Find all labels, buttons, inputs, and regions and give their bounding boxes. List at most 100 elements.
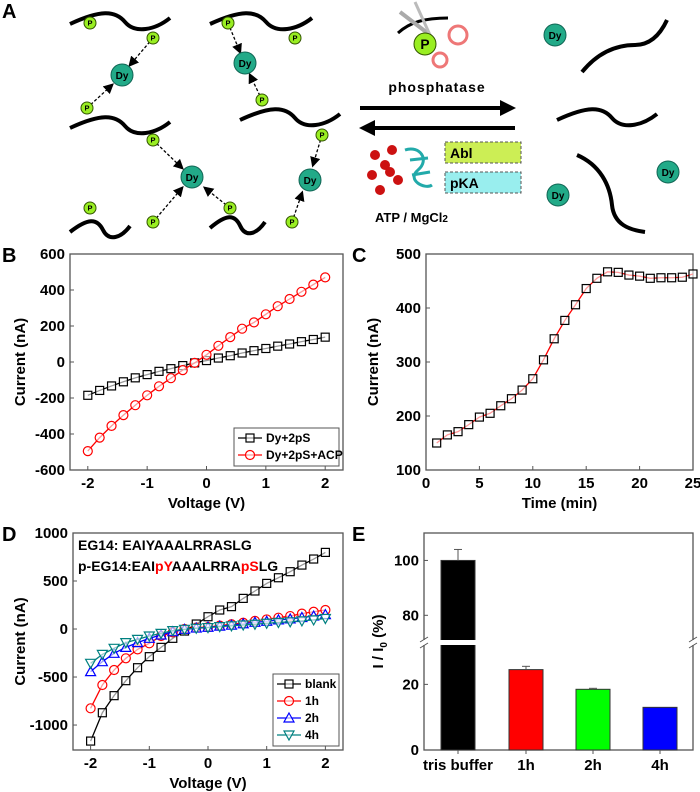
data-point: [144, 652, 154, 662]
peptide-strand: [580, 19, 669, 74]
dysprosium-ion-icon: [110, 63, 134, 87]
y-tick-label: 0: [57, 354, 65, 371]
series-0: [432, 267, 698, 448]
forward-arrowhead-icon: [500, 100, 516, 116]
dysprosium-label: Dy: [186, 173, 199, 184]
cofactor-label: ATP / MgCl2: [375, 210, 448, 225]
x-tick-label: 5: [475, 475, 483, 492]
legend-label: blank: [305, 677, 337, 691]
scissors-icon: [447, 24, 469, 46]
y-tick-label: 200: [40, 318, 65, 335]
phosphate-icon: [83, 16, 97, 30]
data-point: [442, 430, 452, 440]
y-tick-label: 20: [402, 676, 419, 693]
dysprosium-ion-icon: [298, 168, 322, 192]
data-point: [506, 394, 517, 404]
y-tick-label: 500: [396, 246, 421, 263]
y-tick-label: -1000: [30, 717, 68, 734]
data-point: [108, 664, 120, 676]
data-point: [86, 736, 96, 746]
helix-icon: [387, 145, 397, 155]
helix-icon: [370, 150, 380, 160]
data-point: [285, 567, 295, 577]
data-point: [215, 605, 225, 615]
data-point: [109, 691, 119, 701]
x-tick-label: 1: [262, 475, 270, 492]
data-point: [517, 385, 527, 395]
data-point: [96, 655, 109, 667]
data-point: [570, 300, 581, 310]
phosphate-label: P: [420, 37, 429, 52]
phosphate-label: P: [259, 96, 264, 105]
data-point: [225, 332, 236, 343]
data-point: [248, 619, 261, 631]
panel-label-c: C: [352, 245, 366, 267]
scissors-icon: [431, 51, 449, 69]
y-axis-label: Current (nA): [12, 318, 29, 406]
axis-break-mark: [688, 642, 698, 649]
reverse-arrowhead-icon: [359, 120, 375, 136]
data-point: [249, 346, 259, 356]
cofactor-subscript: 2: [442, 214, 448, 225]
data-point: [118, 377, 129, 387]
axis-break-mark: [419, 642, 429, 649]
dysprosium-ion-icon: [180, 165, 204, 189]
phosphate-label: P: [150, 34, 155, 43]
legend-marker: [245, 433, 255, 443]
legend-label: Dy+2pS+ACP: [266, 448, 343, 462]
cofactor-text: ATP / MgCl: [375, 210, 442, 225]
data-point: [95, 385, 105, 396]
pka-box: [444, 171, 522, 194]
chart-C: 0 5 10 15 20 25 100 200 300 400 500 Time (min) Curre…: [365, 246, 700, 512]
data-point: [296, 337, 307, 347]
phosphate-label: P: [150, 218, 155, 227]
phosphate-icon: [315, 128, 329, 142]
data-point: [120, 653, 131, 664]
data-point: [645, 273, 655, 283]
data-point: [453, 427, 463, 437]
data-point: [177, 365, 188, 376]
axis-break-mark: [688, 636, 698, 643]
x-axis-label: Voltage (V): [168, 495, 245, 512]
chart-D: -2 -1 0 1 2 -1000 -500 0 500 1000 Voltage (V) Curre…: [12, 525, 344, 792]
panel-label-e: E: [352, 524, 365, 546]
x-tick-label: -1: [140, 475, 153, 492]
helix-icon: [385, 167, 395, 177]
phosphate-icon: [223, 201, 237, 215]
x-tick-label: 2: [321, 475, 329, 492]
sequence-annotation: EG14: EAIYAAALRRASLG: [78, 537, 252, 553]
bar-tris-buffer: [440, 559, 476, 751]
sheet-icon: [404, 147, 433, 188]
series-4h: [84, 613, 332, 670]
dysprosium-ion-icon: [543, 23, 567, 47]
data-point: [96, 649, 109, 661]
data-point: [272, 301, 283, 312]
phosphate-icon: [285, 215, 299, 229]
bar-4h: [642, 706, 678, 751]
data-point: [307, 615, 320, 627]
dysprosium-ion-icon: [546, 183, 570, 207]
data-point: [284, 617, 297, 629]
data-point: [273, 573, 284, 583]
data-point: [260, 618, 273, 630]
data-point: [485, 408, 495, 418]
data-point: [319, 613, 332, 625]
data-point: [83, 390, 93, 400]
dysprosium-label: Dy: [116, 71, 129, 82]
phosphate-label: P: [227, 204, 232, 213]
data-point: [538, 355, 549, 365]
y-tick-label: -600: [35, 462, 65, 479]
legend-marker: [282, 711, 296, 723]
data-point: [213, 622, 226, 633]
x-tick-label: 2h: [584, 757, 602, 774]
phosphate-icon: [83, 201, 97, 215]
x-tick-label: -2: [81, 475, 94, 492]
phosphate-label: P: [87, 204, 92, 213]
data-point: [295, 616, 308, 628]
data-point: [667, 273, 677, 283]
data-point: [496, 401, 506, 411]
data-point: [166, 626, 179, 637]
x-axis-label: Time (min): [522, 495, 598, 512]
x-tick-label: 2: [321, 755, 329, 772]
